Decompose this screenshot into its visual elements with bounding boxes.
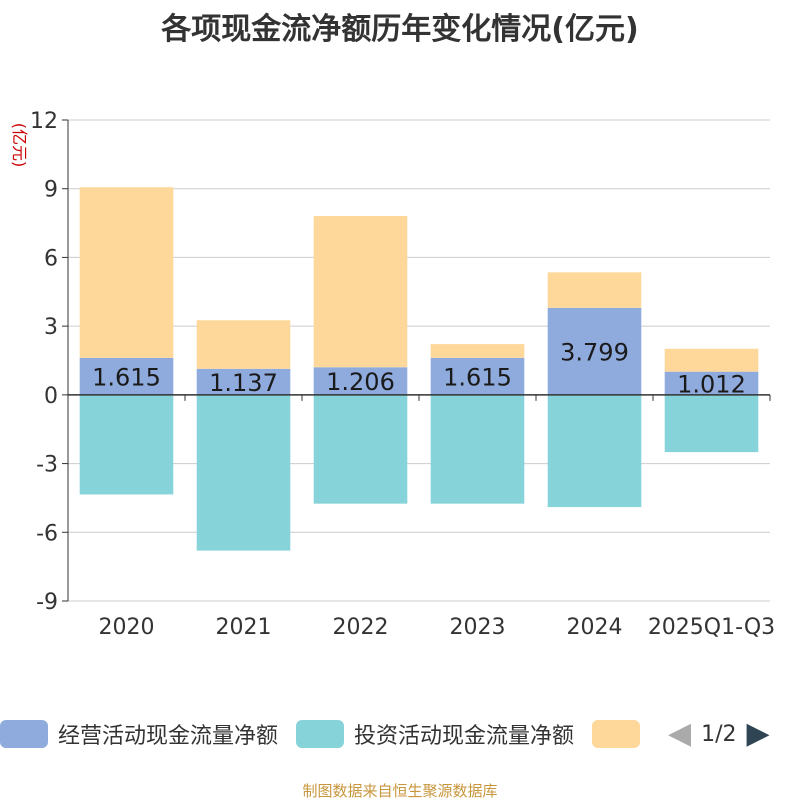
legend-swatch-financing: [592, 720, 641, 748]
legend-item-investing[interactable]: 投资活动现金流量净额: [296, 718, 574, 750]
data-label: 1.615: [443, 363, 512, 391]
y-tick-label: -3: [36, 453, 58, 478]
bar-series2-1: [196, 320, 291, 369]
bar-series0-2: [313, 367, 408, 395]
bar-series0-0: [79, 357, 174, 395]
bar-series1-3: [430, 394, 525, 504]
bar-series1-4: [547, 394, 642, 508]
bar-series0-3: [430, 357, 525, 395]
data-label: 1.615: [92, 363, 161, 391]
x-tick-label: 2024: [567, 615, 623, 640]
bar-series2-4: [547, 272, 642, 308]
y-axis-label: (亿元): [10, 123, 29, 168]
legend-next-arrow-icon[interactable]: ▶: [746, 716, 770, 751]
chart-title: 各项现金流净额历年变化情况(亿元): [161, 12, 639, 47]
bar-series2-0: [79, 187, 174, 358]
bar-series1-2: [313, 394, 408, 504]
x-tick-label: 2021: [216, 615, 272, 640]
data-label: 1.137: [209, 369, 278, 397]
y-tick-label: -9: [36, 590, 58, 615]
legend-page-indicator: 1/2: [701, 721, 737, 747]
y-tick-label: 0: [44, 384, 58, 409]
x-tick-label: 2025Q1-Q3: [648, 615, 775, 640]
legend: 经营活动现金流量净额 投资活动现金流量净额 ◀ 1/2 ▶: [0, 716, 770, 752]
x-tick-label: 2023: [450, 615, 506, 640]
legend-prev-arrow-icon[interactable]: ◀: [668, 716, 692, 751]
data-label: 1.012: [677, 370, 746, 398]
bar-series2-5: [664, 348, 759, 372]
legend-swatch-operating: [0, 720, 48, 748]
y-tick-label: 3: [44, 315, 58, 340]
legend-label-investing: 投资活动现金流量净额: [354, 724, 575, 749]
y-tick-label: 9: [44, 178, 58, 203]
bar-series1-0: [79, 394, 174, 495]
bar-series0-4: [547, 307, 642, 395]
data-label: 1.206: [326, 368, 395, 396]
y-tick-label: 12: [30, 109, 58, 134]
data-label: 3.799: [560, 338, 629, 366]
bar-series1-1: [196, 394, 291, 551]
bar-series2-2: [313, 216, 408, 368]
x-tick-label: 2020: [99, 615, 155, 640]
data-source-note: 制图数据来自恒生聚源数据库: [302, 782, 498, 800]
bar-series1-5: [664, 394, 759, 453]
bar-series2-3: [430, 344, 525, 358]
legend-label-operating: 经营活动现金流量净额: [58, 724, 279, 749]
y-tick-label: 6: [44, 246, 58, 271]
legend-pager: ◀ 1/2 ▶: [668, 719, 770, 749]
y-tick-label: -6: [36, 521, 58, 546]
bar-series0-5: [664, 371, 759, 395]
legend-swatch-investing: [296, 720, 345, 748]
bar-series0-1: [196, 368, 291, 395]
legend-item-financing[interactable]: [592, 720, 650, 748]
legend-item-operating[interactable]: 经营活动现金流量净额: [0, 718, 278, 750]
x-tick-label: 2022: [333, 615, 389, 640]
